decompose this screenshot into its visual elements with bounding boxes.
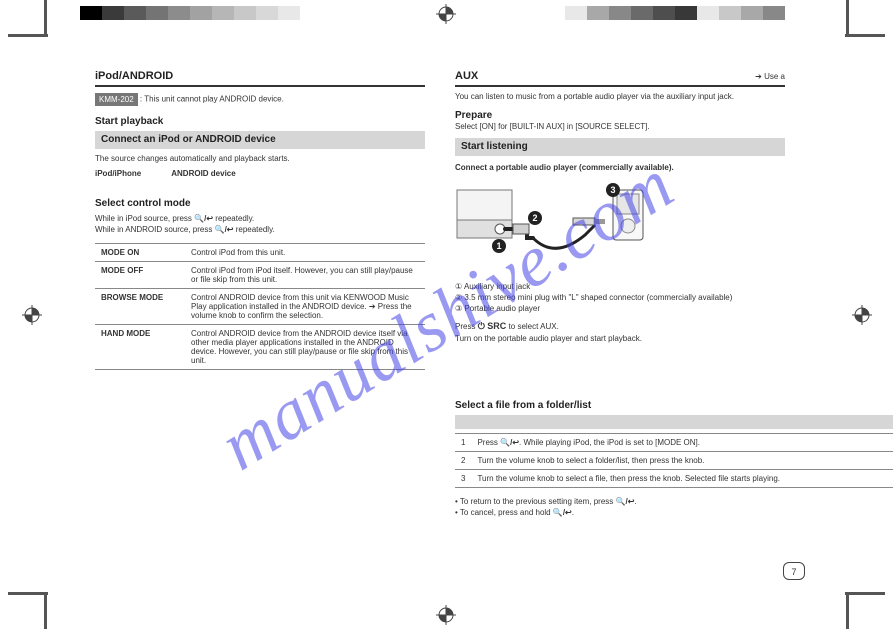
rule (455, 85, 785, 87)
registration-mark-bottom (436, 605, 456, 625)
heading-prepare: Prepare (455, 110, 785, 121)
step-connect: Connect a portable audio player (commerc… (455, 162, 785, 173)
control-mode-table: MODE ONControl iPod from this unit. MODE… (95, 243, 425, 370)
bar-start-listening: Start listening (455, 138, 785, 156)
note-android: ANDROID device (171, 168, 235, 179)
note-ipod: iPod/iPhone (95, 168, 141, 179)
calibration-bar-left (80, 6, 300, 20)
heading-start-playback: Start playback (95, 116, 425, 127)
table-row: 3Turn the volume knob to select a file, … (455, 470, 893, 488)
model-badge: KMM-202 (95, 93, 138, 106)
cancel-note: • To cancel, press and hold 🔍/↩. (455, 507, 893, 518)
section-title-ipod: iPod/ANDROID (95, 70, 425, 82)
return-note: • To return to the previous setting item… (455, 496, 893, 507)
diagram-labels: ① Auxiliary input jack ② 3.5 mm stereo m… (455, 281, 785, 315)
turn-on-player: Turn on the portable audio player and st… (455, 333, 785, 344)
search-return-icon: 🔍/↩ (215, 225, 236, 234)
search-return-icon: 🔍/↩ (553, 508, 572, 517)
registration-mark-left (22, 305, 42, 325)
left-column: iPod/ANDROID KMM-202 : This unit cannot … (95, 70, 425, 370)
plug-label: ② 3.5 mm stereo mini plug with "L" shape… (455, 292, 785, 303)
bar-connect: Connect an iPod or ANDROID device (95, 131, 425, 149)
svg-text:1: 1 (496, 241, 501, 251)
prepare-text: Select [ON] for [BUILT-IN AUX] in [SOURC… (455, 121, 785, 132)
control-mode-ipod: While in iPod source, press 🔍/↩ repeated… (95, 213, 425, 224)
right-column: AUX ➔ Use a You can listen to music from… (455, 70, 785, 344)
page-number: 7 (783, 562, 805, 580)
device-notes: iPod/iPhone ANDROID device (95, 168, 425, 179)
select-file-section: Select a file from a folder/list 1 Press… (455, 400, 893, 518)
control-mode-android: While in ANDROID source, press 🔍/↩ repea… (95, 224, 425, 235)
jack-label: ① Auxiliary input jack (455, 281, 785, 292)
search-return-icon: 🔍/↩ (500, 438, 519, 447)
body-autostart: The source changes automatically and pla… (95, 153, 425, 164)
search-return-icon: 🔍/↩ (194, 214, 215, 223)
registration-mark-right (852, 305, 872, 325)
badge-note: This unit cannot play ANDROID device. (144, 95, 284, 104)
table-row: 1 Press 🔍/↩. While playing iPod, the iPo… (455, 434, 893, 452)
aux-connection-diagram: 1 2 3 (455, 180, 655, 270)
section-title-aux: AUX (455, 70, 478, 82)
use-chip: ➔ Use a (755, 71, 785, 82)
table-row: 2Turn the volume knob to select a folder… (455, 452, 893, 470)
table-row: HAND MODEControl ANDROID device from the… (95, 324, 425, 369)
page-content: iPod/ANDROID KMM-202 : This unit cannot … (95, 70, 805, 580)
table-row: MODE OFFControl iPod from iPod itself. H… (95, 261, 425, 288)
aux-note: You can listen to music from a portable … (455, 91, 785, 102)
player-label: ③ Portable audio player (455, 303, 785, 314)
calibration-bar-right (565, 6, 785, 20)
rule (95, 85, 425, 87)
src-icon: ⏻ SRC (478, 321, 507, 331)
bar-select-file (455, 415, 893, 429)
select-file-table: 1 Press 🔍/↩. While playing iPod, the iPo… (455, 433, 893, 488)
badge-row: KMM-202 : This unit cannot play ANDROID … (95, 93, 425, 106)
svg-text:2: 2 (532, 213, 537, 223)
search-return-icon: 🔍/↩ (616, 497, 635, 506)
table-row: MODE ONControl iPod from this unit. (95, 243, 425, 261)
table-row: BROWSE MODEControl ANDROID device from t… (95, 288, 425, 324)
svg-text:3: 3 (610, 185, 615, 195)
heading-control-mode: Select control mode (95, 198, 425, 209)
heading-select-file: Select a file from a folder/list (455, 400, 893, 411)
registration-mark-top (436, 4, 456, 24)
press-src: Press ⏻ SRC to select AUX. (455, 320, 785, 333)
